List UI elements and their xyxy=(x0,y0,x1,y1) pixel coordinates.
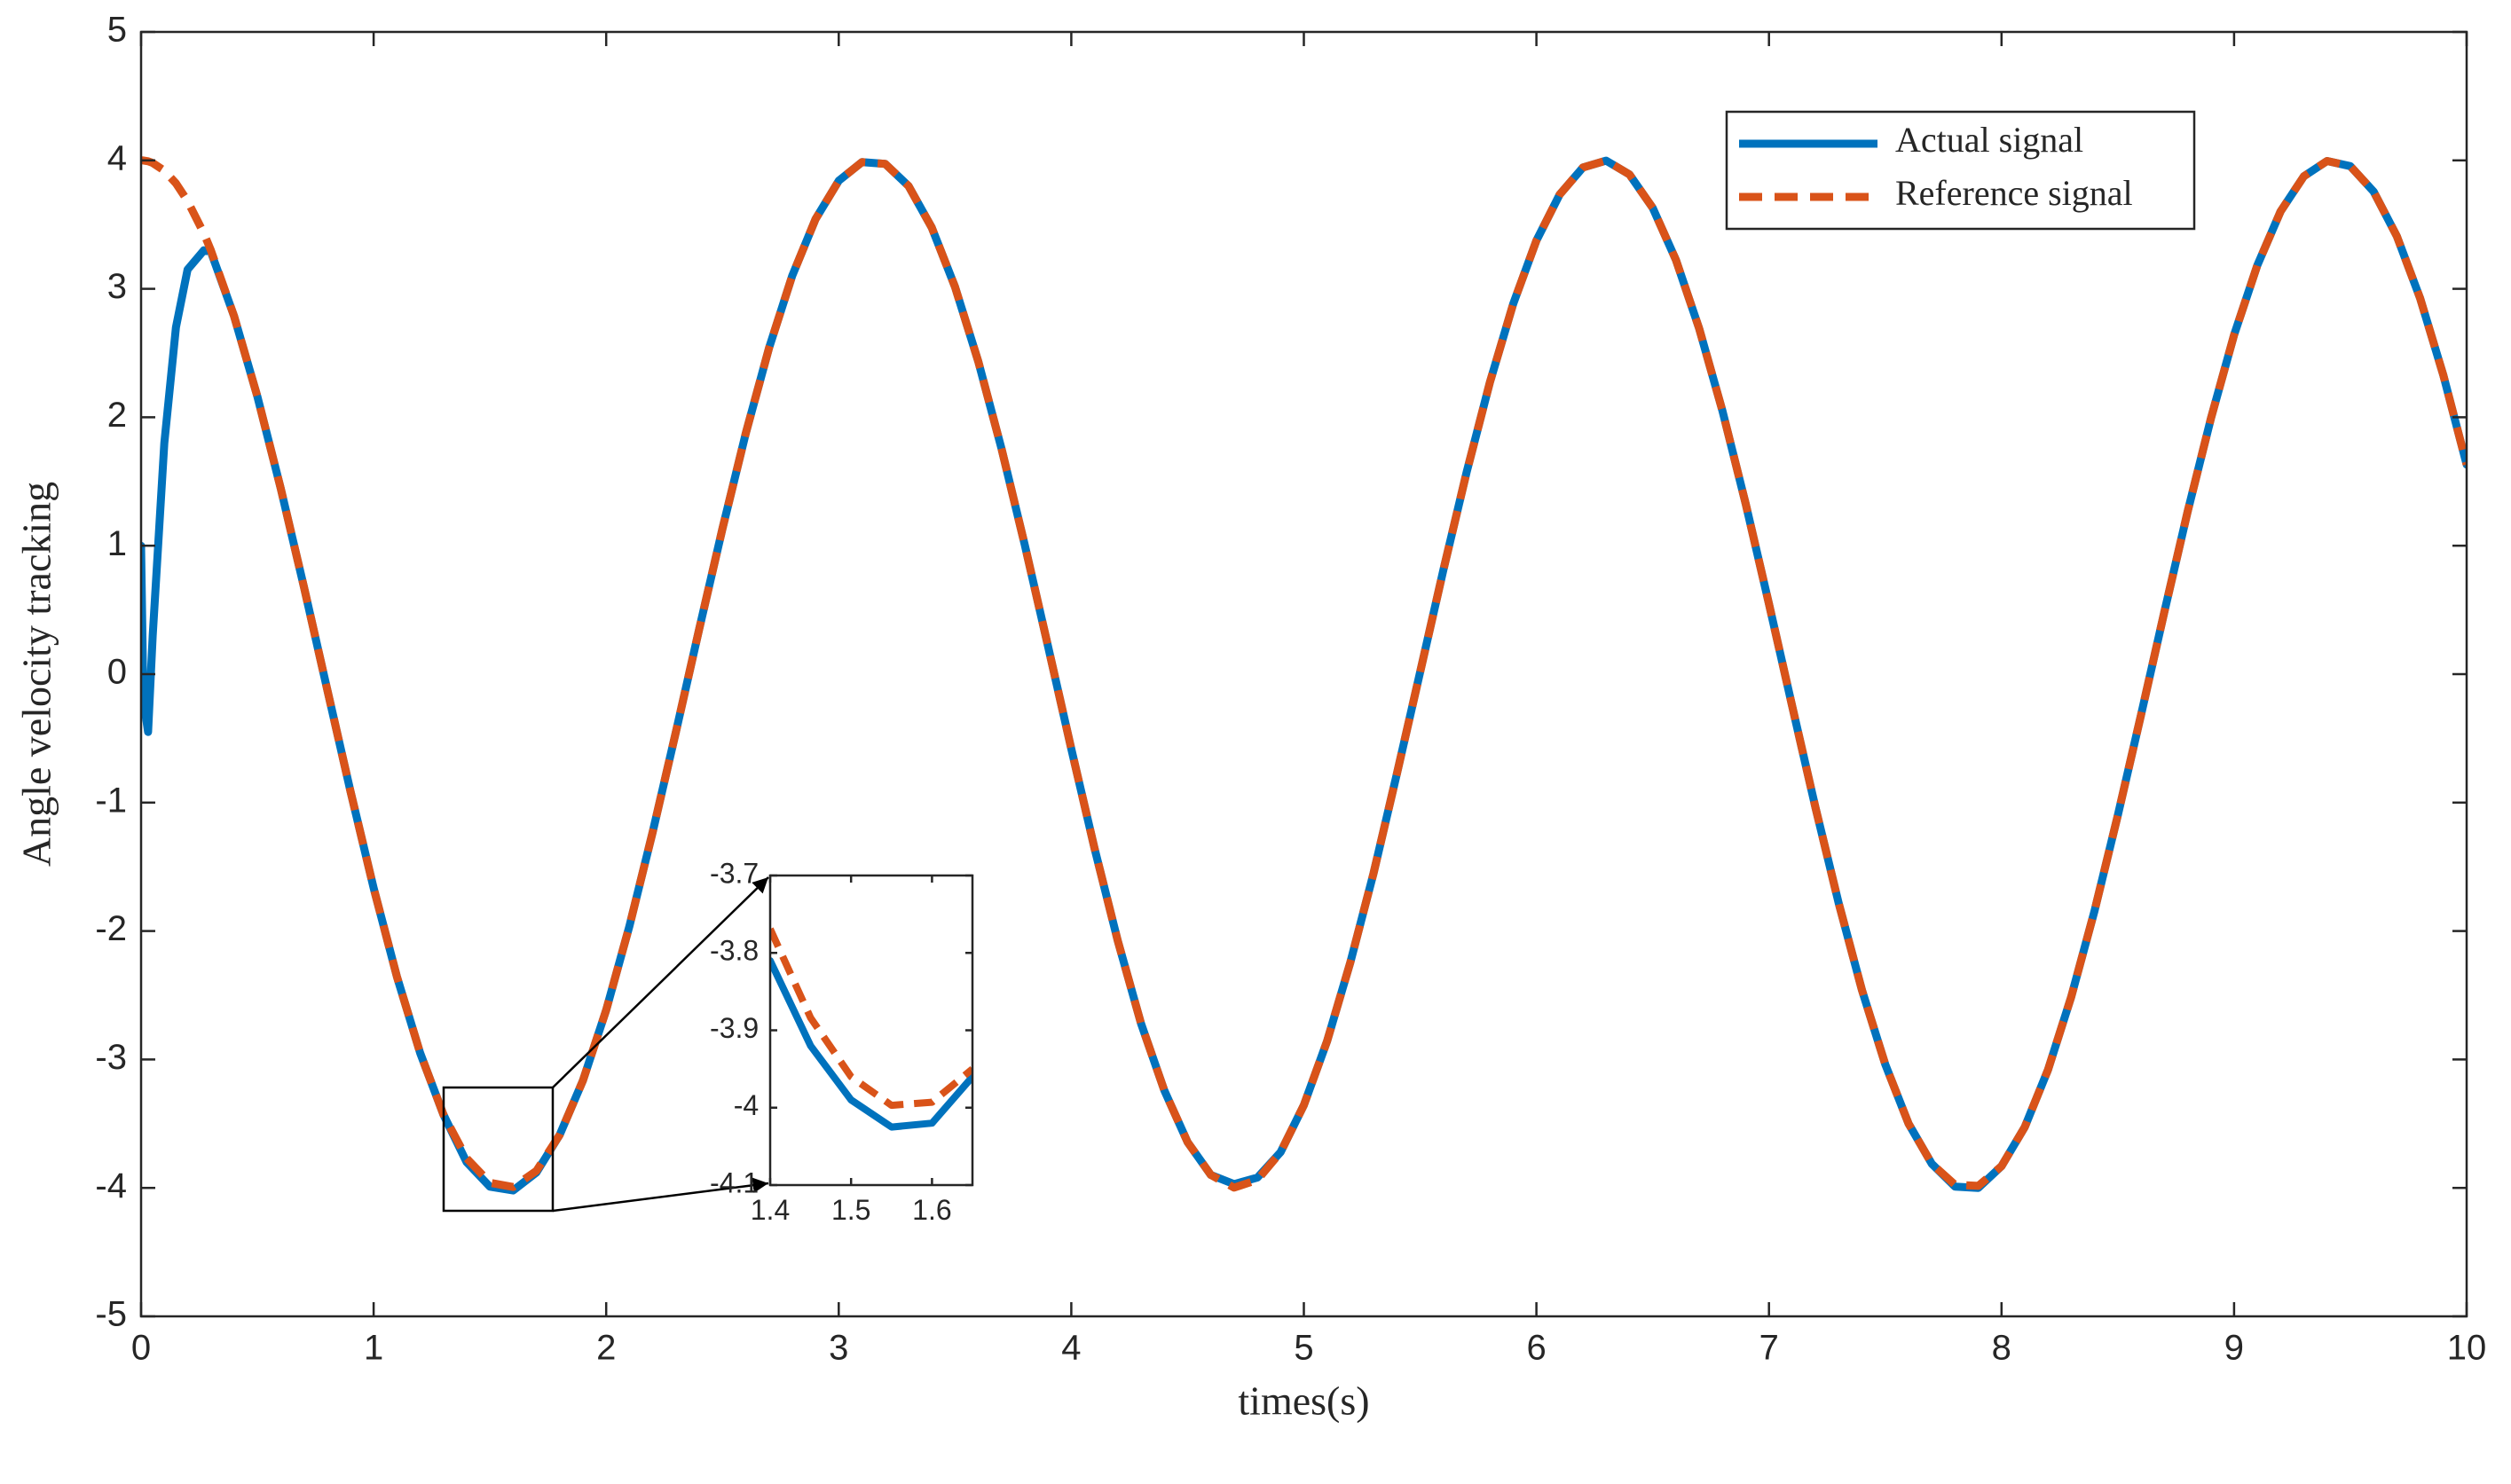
series-line xyxy=(770,957,972,1131)
y-tick-label: -1 xyxy=(95,781,127,820)
x-tick-label: 4 xyxy=(1061,1329,1081,1368)
x-tick-label: 0 xyxy=(131,1329,151,1368)
zoom-arrow xyxy=(552,876,769,1088)
y-tick-label: -4 xyxy=(734,1089,759,1121)
x-tick-label: 3 xyxy=(829,1329,848,1368)
y-tick-label: -3.8 xyxy=(710,935,759,967)
legend-label: Actual signal xyxy=(1895,120,2083,160)
zoom-box xyxy=(442,1086,555,1213)
y-tick-label: -3.7 xyxy=(710,857,759,889)
y-tick-label: 5 xyxy=(107,11,127,50)
x-tick-label: 6 xyxy=(1526,1329,1546,1368)
y-tick-label: -3.9 xyxy=(710,1012,759,1044)
x-tick-label: 5 xyxy=(1294,1329,1313,1368)
series-line xyxy=(141,156,2467,1192)
zoom-arrow xyxy=(552,1177,769,1213)
x-axis-label: times(s) xyxy=(1238,1378,1369,1424)
inset-axes: 1.4 1.5 1.6 -4.1 -4 -3.9 -3.8 -3.7 xyxy=(710,857,974,1226)
x-tick-label: 8 xyxy=(1992,1329,2011,1368)
y-tick-label: 1 xyxy=(107,524,127,563)
x-tick-label: 1.5 xyxy=(831,1194,870,1226)
x-tick-label: 7 xyxy=(1759,1329,1779,1368)
y-tick-label: -2 xyxy=(95,909,127,948)
legend-label: Reference signal xyxy=(1895,173,2133,213)
x-tick-label: 10 xyxy=(2447,1329,2487,1368)
y-tick-label: 2 xyxy=(107,396,127,435)
y-tick-label: -3 xyxy=(95,1038,127,1077)
main-axes: 0 1 2 3 4 5 6 7 8 9 10 -5 -4 -3 -2 -1 0 1 2 3 4 5 times(s) Angl… xyxy=(14,11,2487,1424)
y-axis-label: Angle velocity tracking xyxy=(14,482,59,867)
x-tick-label: 9 xyxy=(2224,1329,2244,1368)
x-tick-label: 1.4 xyxy=(751,1194,790,1226)
x-tick-label: 2 xyxy=(596,1329,616,1368)
y-tick-label: 4 xyxy=(107,138,127,177)
y-tick-label: -5 xyxy=(95,1295,127,1334)
y-tick-label: -4.1 xyxy=(710,1166,759,1198)
y-tick-label: 3 xyxy=(107,267,127,306)
y-tick-label: -4 xyxy=(95,1166,127,1205)
legend-box xyxy=(1725,110,2196,231)
x-tick-label: 1.6 xyxy=(912,1194,951,1226)
series-line xyxy=(770,927,972,1110)
x-tick-label: 1 xyxy=(364,1329,383,1368)
y-tick-label: 0 xyxy=(107,653,127,692)
